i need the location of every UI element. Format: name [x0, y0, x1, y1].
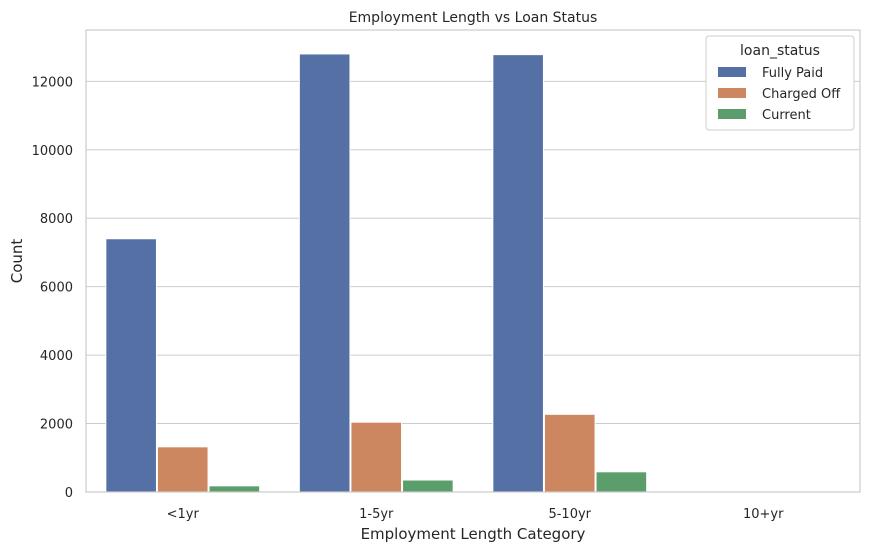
x-tick-label: 10+yr	[743, 507, 784, 522]
y-tick-label: 4000	[40, 349, 73, 364]
y-tick-label: 6000	[40, 281, 73, 296]
plot-frame	[85, 29, 861, 493]
y-tick-label: 8000	[40, 212, 73, 227]
bar	[105, 238, 157, 493]
bar	[298, 53, 351, 493]
y-tick-label: 2000	[40, 418, 73, 433]
legend-label: Charged Off	[762, 87, 841, 102]
legend-swatch	[718, 88, 746, 98]
bar	[595, 471, 648, 493]
bar	[492, 54, 544, 493]
bar	[156, 446, 209, 493]
legend-swatch	[718, 109, 746, 119]
legend-title: loan_status	[740, 43, 820, 59]
x-axis-label: Employment Length Category	[361, 525, 586, 543]
x-axis-ticks: <1yr 1-5yr 5-10yr 10+yr	[167, 507, 784, 522]
bar	[208, 485, 261, 493]
y-tick-label: 12000	[32, 75, 73, 90]
bar	[402, 479, 454, 493]
bar	[350, 421, 403, 493]
legend-box	[705, 35, 855, 131]
bars	[105, 53, 648, 493]
legend-label: Fully Paid	[762, 66, 823, 81]
y-axis-ticks: 0 2000 4000 6000 8000 10000 12000	[32, 75, 73, 501]
x-tick-label: 5-10yr	[548, 507, 591, 522]
y-axis-label: Count	[8, 239, 26, 284]
x-tick-label: <1yr	[167, 507, 200, 522]
legend-label: Current	[762, 108, 811, 123]
grid	[86, 80, 860, 493]
chart-title: Employment Length vs Loan Status	[349, 10, 598, 26]
legend: loan_status Fully Paid Charged Off Current	[705, 35, 855, 131]
x-tick-label: 1-5yr	[359, 507, 394, 522]
y-tick-label: 10000	[32, 144, 73, 159]
legend-swatch	[718, 67, 746, 77]
bar	[543, 413, 596, 493]
y-tick-label: 0	[65, 486, 73, 501]
